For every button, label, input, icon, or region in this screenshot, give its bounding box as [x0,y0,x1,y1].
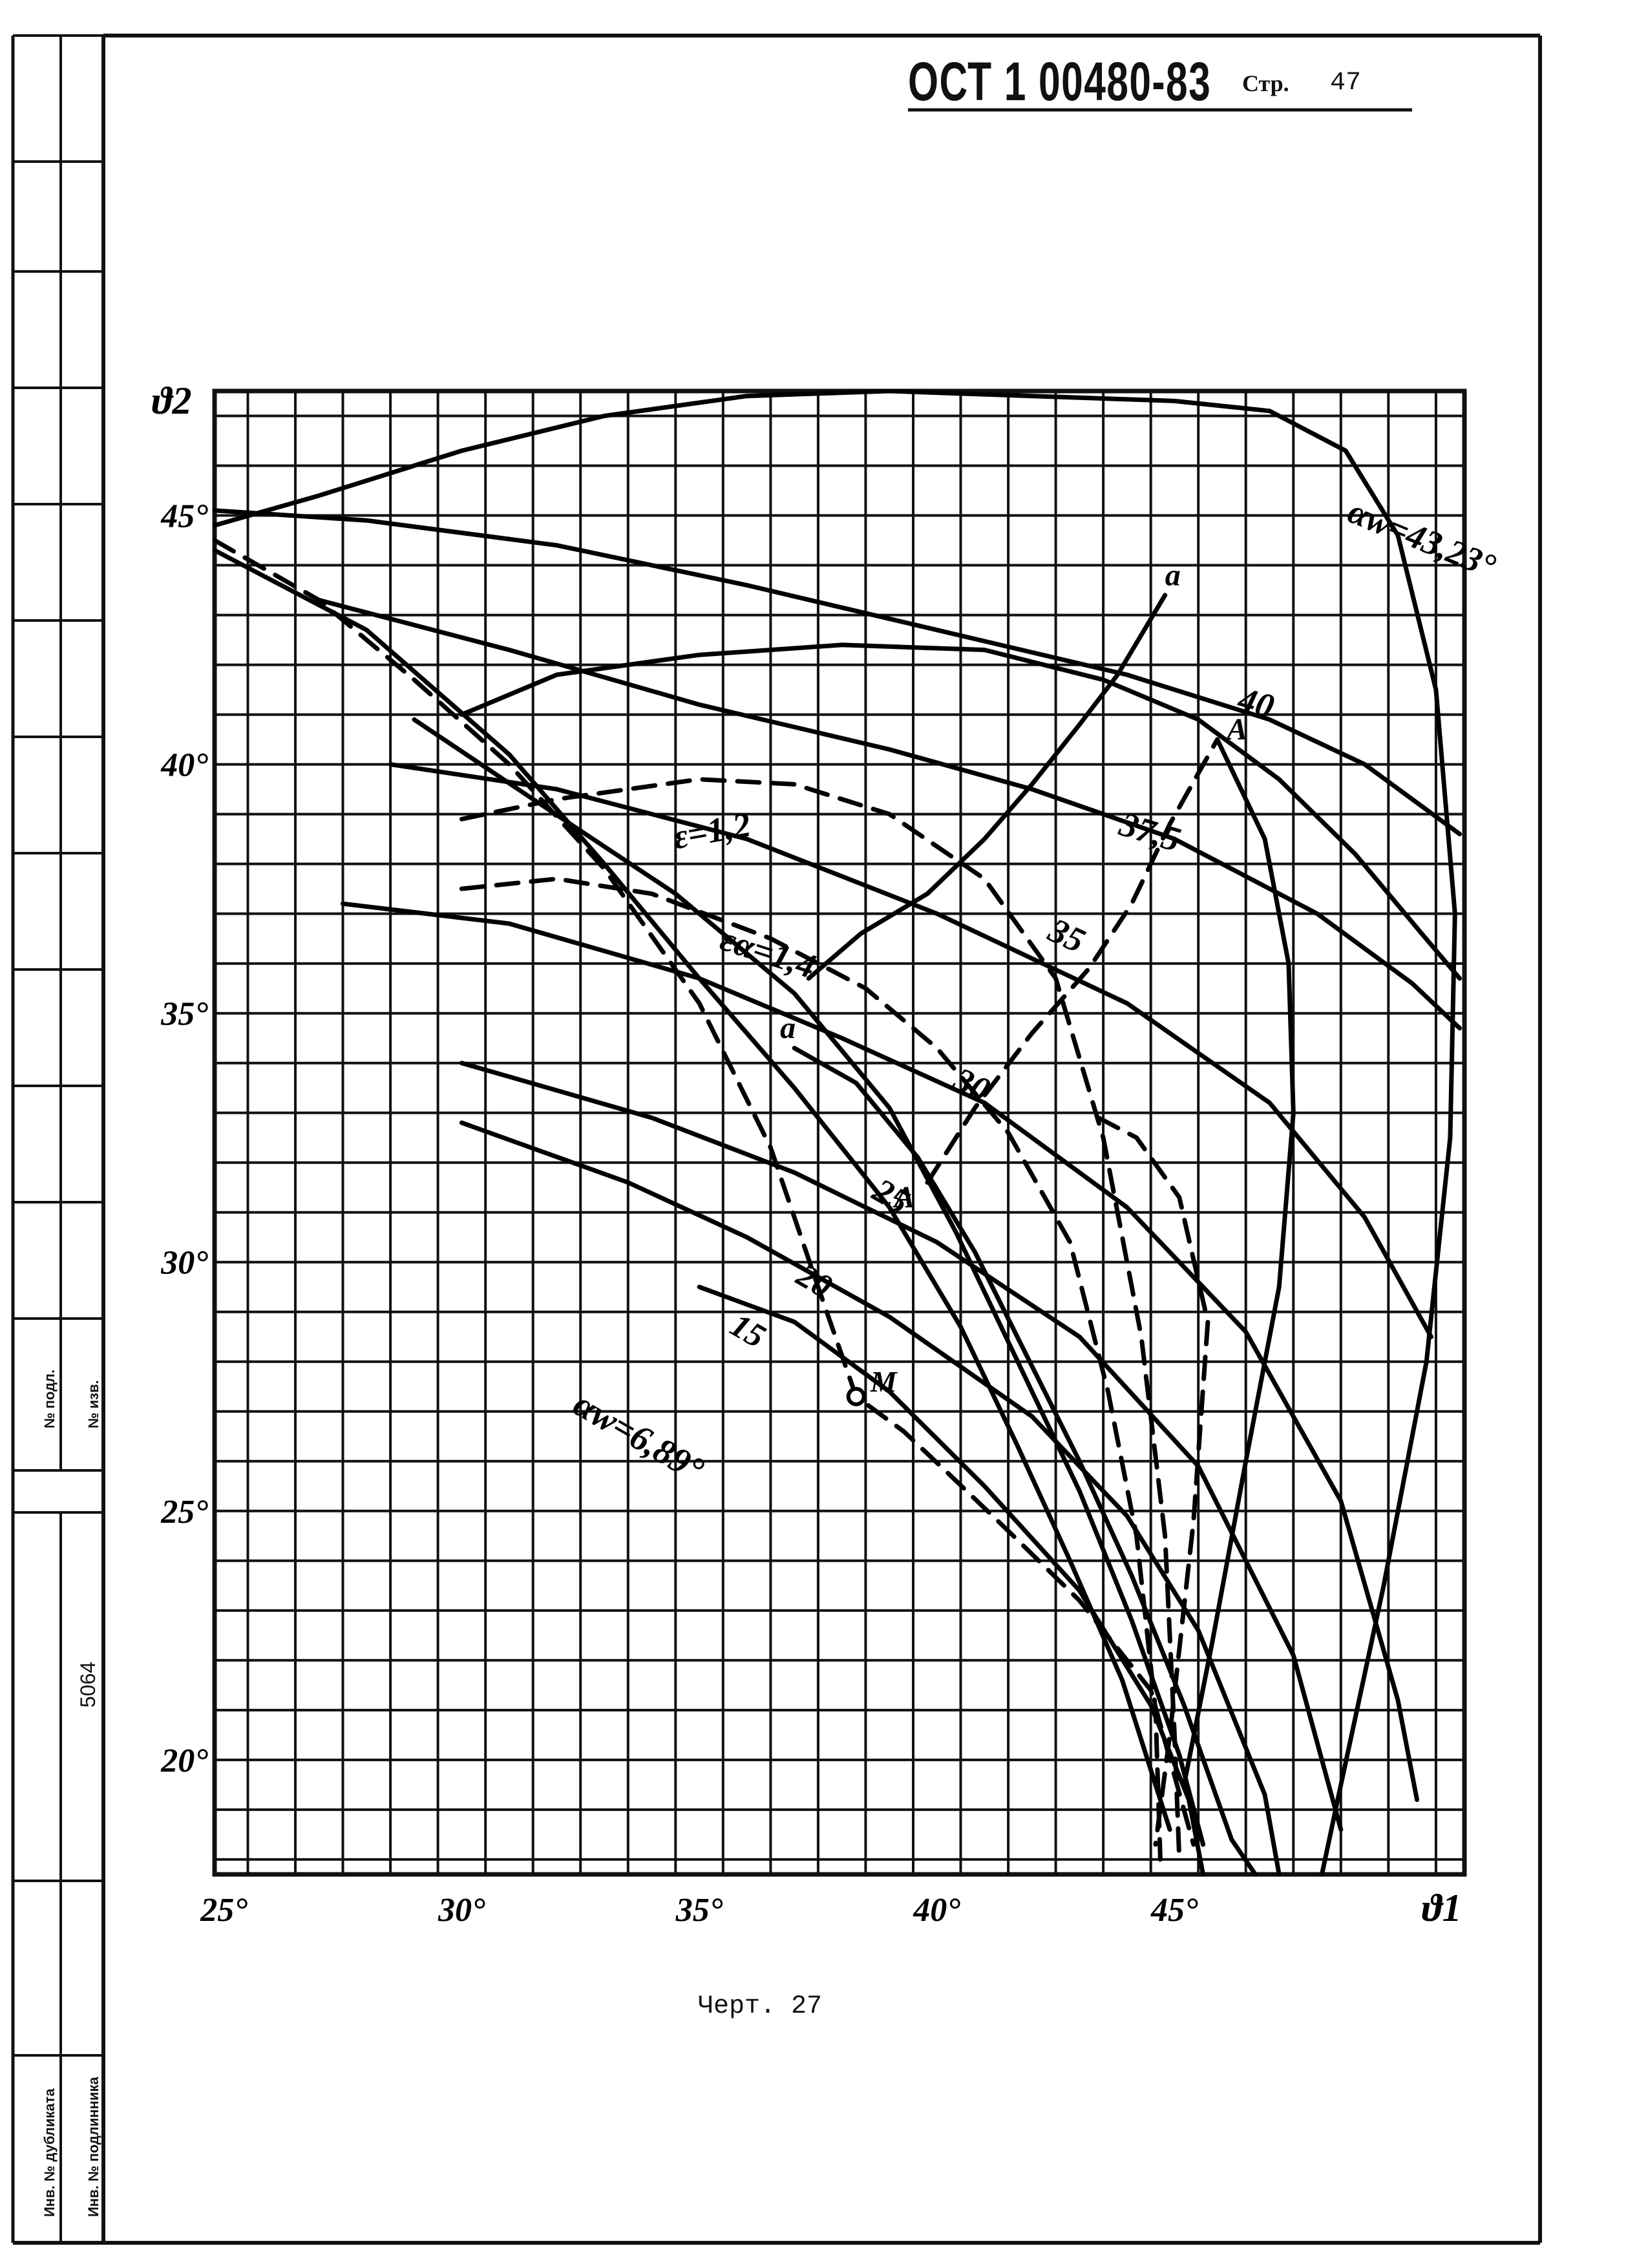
curve-label: αw=6,89° [567,1384,711,1490]
curve-label: αw=43,23° [1343,492,1501,586]
y-tick-label: 30° [160,1245,208,1282]
point-marker-m [846,1386,866,1406]
chart-grid [212,388,1467,1877]
curve-label: A [893,1180,915,1214]
chart-markers [846,1386,866,1406]
curve-label: 37,5 [1115,804,1185,859]
x-axis-label: ϑ1 [1422,1887,1462,1929]
page-number: 47 [1330,69,1362,98]
series-line-5 [388,762,1433,1339]
figure-caption: Черт. 27 [698,1992,823,2021]
y-tick-label: 45° [160,498,208,535]
stamp-grid [13,34,103,2244]
series-line-11 [459,876,1163,1862]
stamp-cell-1: № подл. [41,1369,58,1428]
series-line-12 [212,538,1196,1847]
stamp-cell-4: Инв. № подлинника [85,2077,101,2217]
curve-label: M [870,1365,898,1398]
series-line-18 [1181,737,1296,1787]
curve-label: εα=1,4 [716,919,820,986]
series-line-3 [459,642,1463,981]
y-axis-label: ϑ2 [152,379,192,422]
series-line-19 [1096,1115,1210,1847]
curve-label: ε=1,2 [670,805,754,856]
x-tick-label: 35° [675,1892,723,1929]
series-line-7 [459,1061,1344,1832]
page-frame [11,34,1542,2245]
chart-curves [212,388,1463,1877]
series-line-6 [341,901,1419,1802]
y-tick-label: 20° [160,1743,208,1779]
curve-labels: αw=43,23°4037,53530252015αw=6,89°ε=1,2εα… [567,492,1501,1490]
series-line-13 [212,547,1172,1832]
series-line-4 [317,598,1463,1031]
stamp-inventory-number: 5064 [76,1661,100,1708]
x-tick-label: 45° [1150,1892,1198,1929]
series-line-15 [792,1046,1258,1877]
series-line-9 [697,1284,1206,1877]
x-tick-label: 40° [913,1892,960,1929]
plot-border [212,388,1467,1877]
curve-label: A [1225,712,1247,747]
stamp-cell-3: Инв. № дубликата [41,2088,58,2217]
stamp-cell-2: № изв. [85,1380,101,1428]
series-line-1 [212,388,1457,1877]
curve-label: 35 [1042,910,1091,960]
axis-ticks: 25° 30° 35° 40° 45° 20° 25° 30° 35° 40° 45° ϑ1 ϑ2 [152,379,1462,1929]
series-line-8 [459,1120,1282,1877]
curve-label: a [1165,558,1181,592]
page-label: Стр. [1242,70,1289,96]
y-tick-label: 25° [160,1494,208,1531]
series-line-16 [806,593,1168,981]
y-tick-label: 40° [160,747,208,784]
x-tick-label: 30° [438,1892,485,1929]
y-tick-label: 35° [160,996,208,1033]
series-line-14 [412,717,1206,1847]
curve-label: 15 [724,1307,772,1355]
series-line-10 [459,777,1182,1862]
series-line-17 [925,737,1220,1185]
series-line-2 [212,508,1463,836]
curve-label: a [780,1011,796,1045]
x-tick-label: 25° [200,1892,248,1929]
standard-number: ОСТ 1 00480-83 [908,51,1212,112]
